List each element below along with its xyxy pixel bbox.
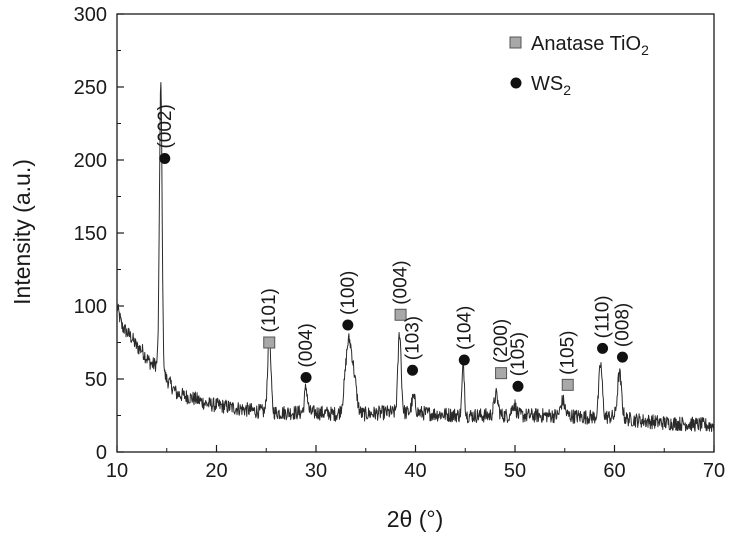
peak-label: (004) <box>296 323 317 367</box>
xrd-chart: 10 20 30 40 50 60 70 0 50 100 150 200 250 300 (002) (… <box>0 0 734 544</box>
peak-label: (104) <box>454 306 475 350</box>
legend-square-marker <box>510 37 521 48</box>
peak-label: (002) <box>155 104 176 148</box>
x-tick-label: 70 <box>703 460 725 482</box>
legend-label-ws2-subscript: 2 <box>563 82 571 98</box>
y-tick-label: 100 <box>74 296 107 318</box>
x-axis-title: 2θ (°) <box>387 506 444 532</box>
y-axis-title: Intensity (a.u.) <box>9 159 35 305</box>
ws2-peak-marker <box>617 352 628 363</box>
peak-label: (110) <box>593 295 614 338</box>
peak-label: (101) <box>259 288 280 332</box>
peak-label: (103) <box>403 316 424 360</box>
legend-label-ws2: WS2 <box>531 73 571 98</box>
ws2-peak-marker <box>459 355 470 366</box>
legend-label-tio2: Anatase TiO2 <box>531 33 649 58</box>
y-tick-label: 150 <box>74 223 107 245</box>
ws2-peak-marker <box>407 365 418 376</box>
peak-label: (100) <box>338 271 359 315</box>
plot-frame <box>117 14 714 452</box>
legend: Anatase TiO2 WS2 <box>510 33 649 98</box>
ws2-peak-marker <box>342 319 353 330</box>
x-tick-label: 60 <box>603 460 625 482</box>
y-tick-label: 0 <box>96 442 107 464</box>
y-tick-label: 300 <box>74 4 107 26</box>
legend-label-tio2-text: Anatase TiO <box>531 33 641 55</box>
tio2-peak-marker <box>264 337 275 348</box>
x-tick-label: 50 <box>504 460 526 482</box>
y-tick-label: 50 <box>85 369 107 391</box>
peak-annotations: (002)(101)(004)(100)(004)(103)(104)(200)… <box>155 104 634 392</box>
x-tick-label: 20 <box>205 460 227 482</box>
ws2-peak-marker <box>512 381 523 392</box>
y-tick-label: 250 <box>74 77 107 99</box>
peak-label: (008) <box>612 303 633 347</box>
x-tick-label: 10 <box>106 460 128 482</box>
legend-label-tio2-subscript: 2 <box>641 42 649 58</box>
ws2-peak-marker <box>301 372 312 383</box>
series-layer <box>117 83 714 432</box>
tio2-peak-marker <box>496 368 507 379</box>
x-axis-ticks: 10 20 30 40 50 60 70 <box>106 445 725 482</box>
tio2-peak-marker <box>562 379 573 390</box>
peak-label: (105) <box>508 332 529 376</box>
ws2-peak-marker <box>597 343 608 354</box>
xrd-pattern-line <box>117 83 714 432</box>
x-tick-label: 40 <box>404 460 426 482</box>
legend-label-ws2-text: WS <box>531 73 563 95</box>
ws2-peak-marker <box>159 153 170 164</box>
legend-circle-marker <box>511 78 522 89</box>
peak-label: (004) <box>391 260 412 304</box>
x-tick-label: 30 <box>305 460 327 482</box>
y-tick-label: 200 <box>74 150 107 172</box>
peak-label: (105) <box>558 330 579 374</box>
